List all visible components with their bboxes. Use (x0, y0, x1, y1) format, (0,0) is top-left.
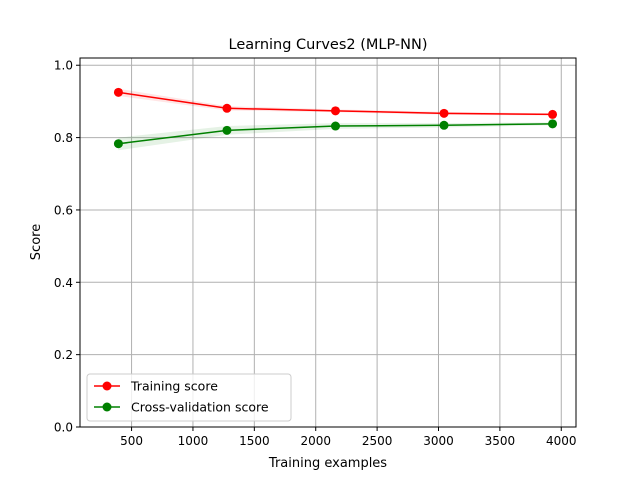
x-tick-label: 1500 (239, 434, 270, 448)
data-point-cross-validation (548, 119, 558, 129)
plot-frame (79, 57, 577, 428)
data-point-training (113, 87, 123, 97)
x-tick-label: 1000 (178, 434, 209, 448)
data-point-training (439, 108, 449, 118)
legend-label-cross-validation: Cross-validation score (131, 400, 269, 415)
x-tick-label: 3000 (423, 434, 454, 448)
legend-frame (86, 373, 292, 422)
data-point-training (330, 106, 340, 116)
x-tick-label: 2500 (362, 434, 393, 448)
x-tick-label: 2000 (300, 434, 331, 448)
legend-marker-training (102, 381, 112, 391)
y-axis-label: Score (29, 224, 44, 260)
y-tick-label: 0.2 (54, 348, 73, 362)
tick-layer: 500 1000 1500 2000 2500 3000 3500 4000 0.0 0.2 0.4… (54, 59, 577, 448)
y-tick-label: 0.4 (54, 276, 73, 290)
data-point-cross-validation (439, 120, 449, 130)
legend: Training score Cross-validation score (86, 373, 292, 422)
data-point-cross-validation (222, 125, 232, 135)
y-tick-label: 0.0 (54, 421, 73, 435)
x-tick-label: 500 (120, 434, 143, 448)
y-tick-label: 1.0 (54, 59, 73, 73)
x-tick-label: 3500 (485, 434, 516, 448)
x-tick-label: 4000 (546, 434, 577, 448)
data-point-training (222, 103, 232, 113)
legend-marker-cross-validation (102, 402, 112, 412)
y-tick-label: 0.8 (54, 131, 73, 145)
series-layer (113, 87, 558, 149)
y-tick-label: 0.6 (54, 203, 73, 217)
data-point-cross-validation (330, 121, 340, 131)
data-point-cross-validation (113, 139, 123, 149)
chart-title: Learning Curves2 (MLP-NN) (229, 37, 428, 53)
data-point-training (548, 109, 558, 119)
legend-label-training: Training score (130, 379, 218, 394)
x-axis-label: Training examples (268, 456, 387, 471)
